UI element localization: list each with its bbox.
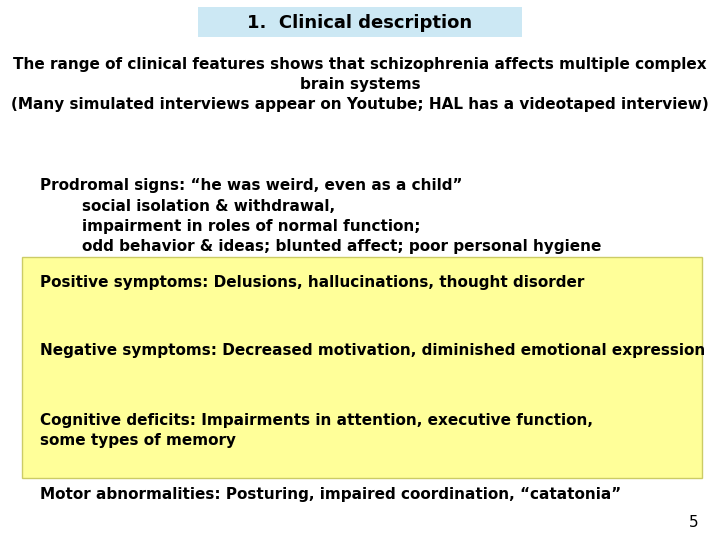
Text: Cognitive deficits: Impairments in attention, executive function,
some types of : Cognitive deficits: Impairments in atten…	[40, 413, 593, 449]
Text: Prodromal signs: “he was weird, even as a child”
        social isolation & with: Prodromal signs: “he was weird, even as …	[40, 178, 601, 254]
Text: Negative symptoms: Decreased motivation, diminished emotional expression: Negative symptoms: Decreased motivation,…	[40, 343, 705, 358]
Text: 1.  Clinical description: 1. Clinical description	[248, 14, 472, 32]
Text: Motor abnormalities: Posturing, impaired coordination, “catatonia”: Motor abnormalities: Posturing, impaired…	[40, 487, 621, 502]
Text: The range of clinical features shows that schizophrenia affects multiple complex: The range of clinical features shows tha…	[11, 57, 709, 112]
Text: Positive symptoms: Delusions, hallucinations, thought disorder: Positive symptoms: Delusions, hallucinat…	[40, 275, 584, 291]
FancyBboxPatch shape	[198, 7, 522, 37]
Text: 5: 5	[689, 515, 698, 530]
FancyBboxPatch shape	[22, 256, 702, 478]
